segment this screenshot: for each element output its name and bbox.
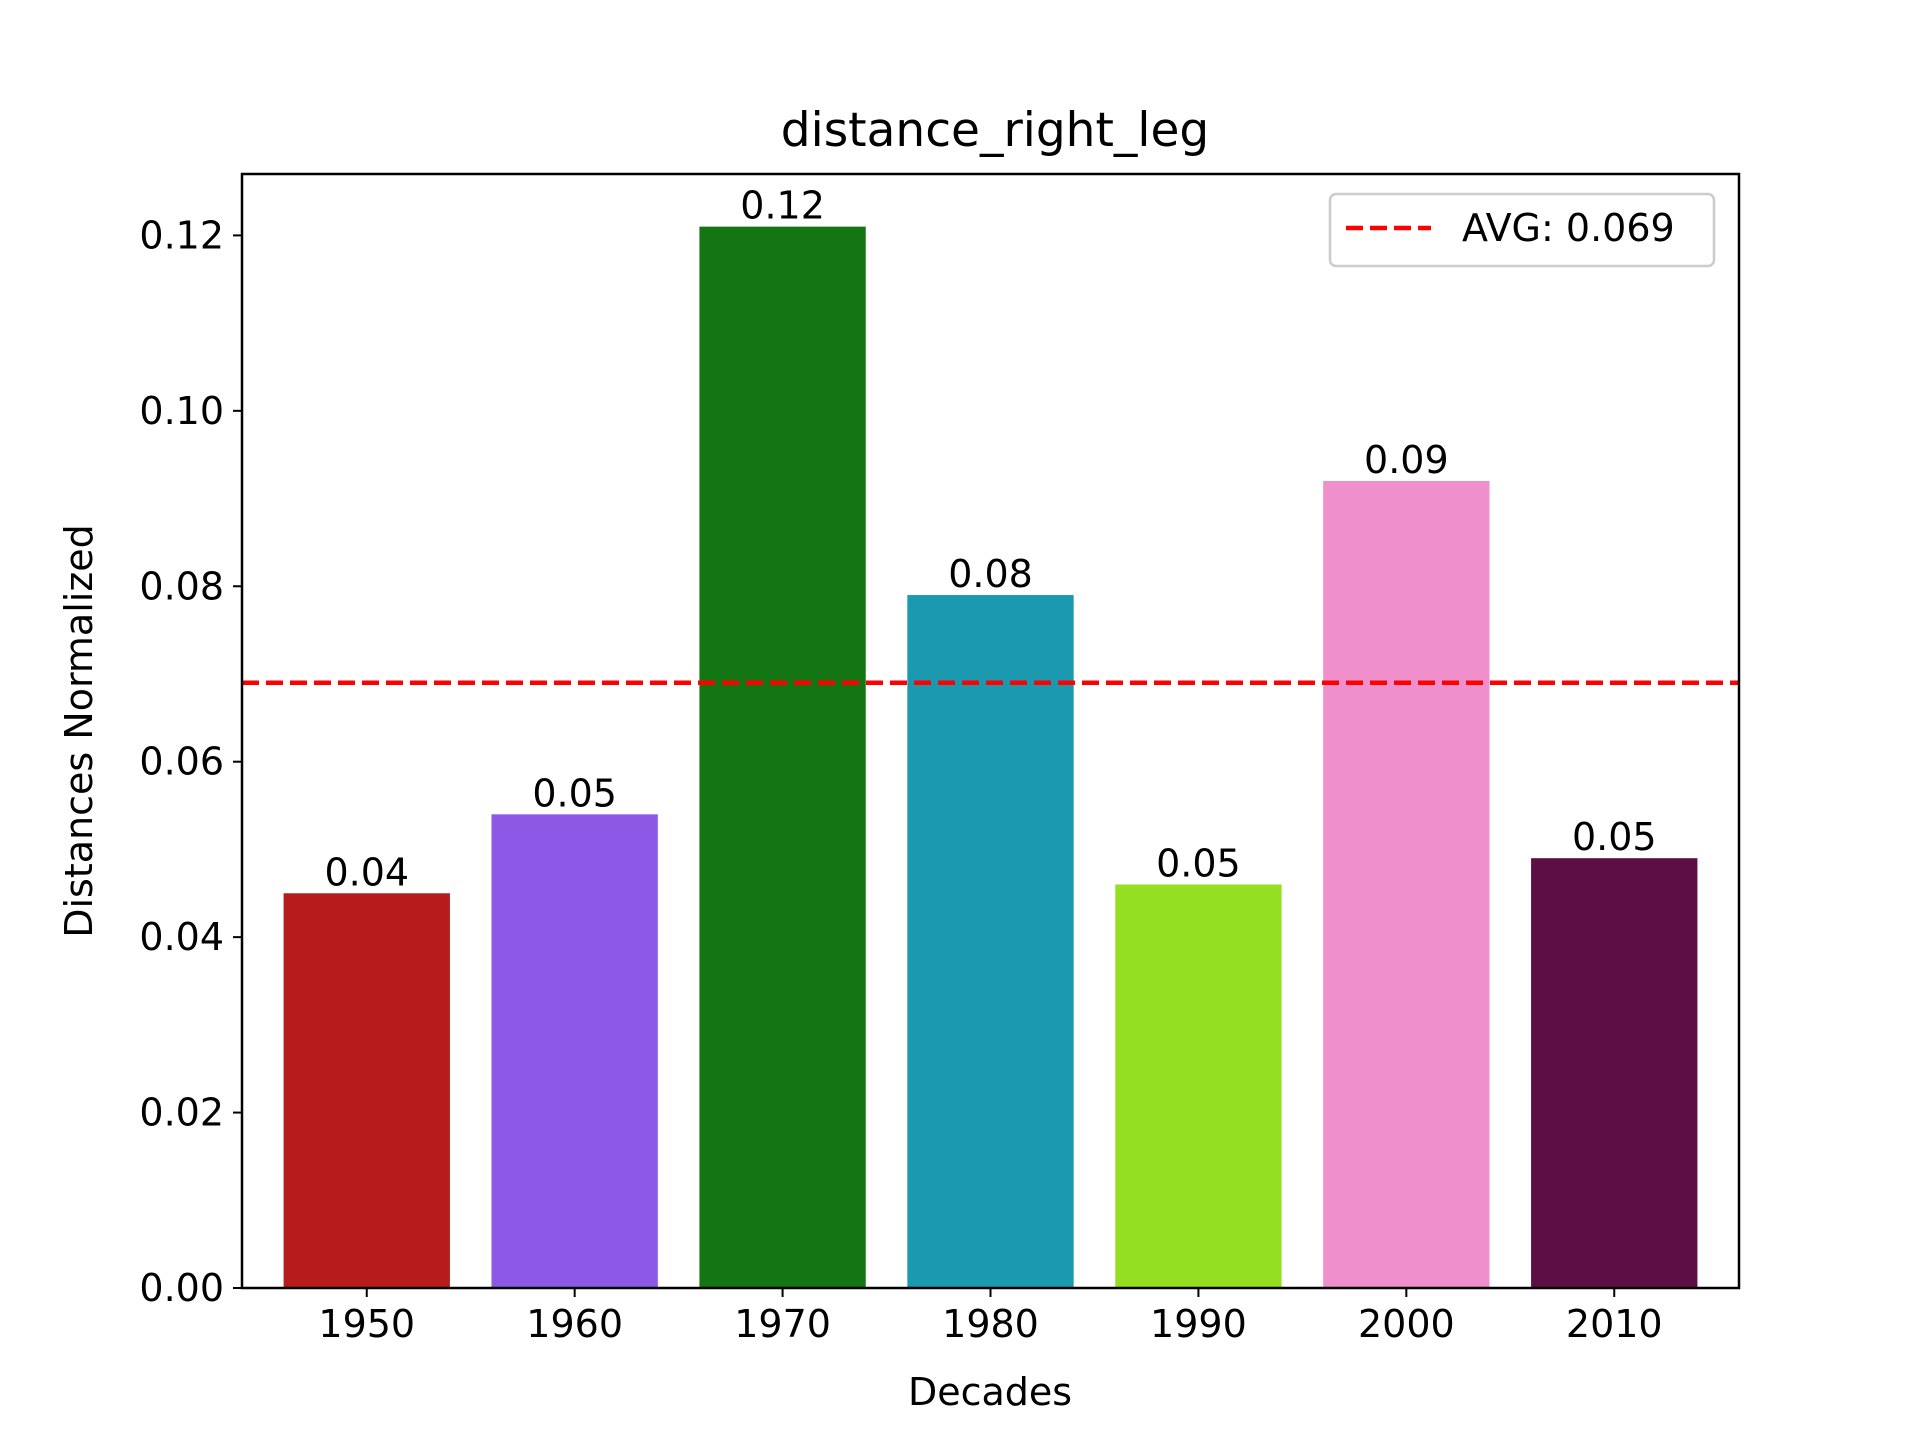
y-axis-label: Distances Normalized [57, 524, 101, 938]
y-tick-label-0.06: 0.06 [139, 740, 224, 784]
bar-1990 [1115, 884, 1282, 1288]
x-tick-label-1950: 1950 [318, 1302, 415, 1346]
bar-value-label-2010: 0.05 [1572, 815, 1657, 859]
bar-value-label-1970: 0.12 [740, 184, 825, 228]
y-tick-label-0.02: 0.02 [139, 1091, 224, 1135]
x-tick-label-1960: 1960 [526, 1302, 623, 1346]
bar-value-label-1980: 0.08 [948, 552, 1033, 596]
y-tick-label-0.08: 0.08 [139, 564, 224, 608]
bar-labels-group: 0.04 0.05 0.12 0.08 0.05 0.09 0.05 [324, 184, 1656, 895]
bar-2000 [1323, 481, 1490, 1288]
x-axis-label: Decades [908, 1370, 1072, 1414]
bar-value-label-2000: 0.09 [1364, 438, 1449, 482]
y-axis-ticks: 0.00 0.02 0.04 0.06 0.08 0.10 0.12 [139, 213, 242, 1310]
legend: AVG: 0.069 [1328, 192, 1716, 268]
x-tick-label-1980: 1980 [942, 1302, 1039, 1346]
bars-group [283, 226, 1698, 1289]
bar-1970 [699, 226, 866, 1289]
y-tick-label-0.04: 0.04 [139, 915, 224, 959]
x-tick-label-1970: 1970 [734, 1302, 831, 1346]
x-tick-label-1990: 1990 [1150, 1302, 1247, 1346]
bar-1980 [907, 595, 1074, 1288]
bar-value-label-1960: 0.05 [532, 771, 617, 815]
plot-frame [240, 172, 1741, 1290]
x-tick-label-2000: 2000 [1358, 1302, 1455, 1346]
y-tick-label-0.10: 0.10 [139, 389, 224, 433]
x-axis-ticks: 1950 1960 1970 1980 1990 2000 2010 [318, 1288, 1663, 1346]
y-tick-label-0.12: 0.12 [139, 213, 224, 257]
bar-value-label-1990: 0.05 [1156, 842, 1241, 886]
bar-1960 [491, 814, 658, 1288]
y-tick-label-0.00: 0.00 [139, 1266, 224, 1310]
chart-title: distance_right_leg [781, 103, 1209, 158]
bar-value-label-1950: 0.04 [324, 850, 409, 894]
legend-avg-label: AVG: 0.069 [1462, 206, 1675, 250]
bar-1950 [283, 893, 450, 1288]
bar-2010 [1531, 858, 1698, 1288]
x-tick-label-2010: 2010 [1566, 1302, 1663, 1346]
legend-box [1328, 192, 1716, 268]
